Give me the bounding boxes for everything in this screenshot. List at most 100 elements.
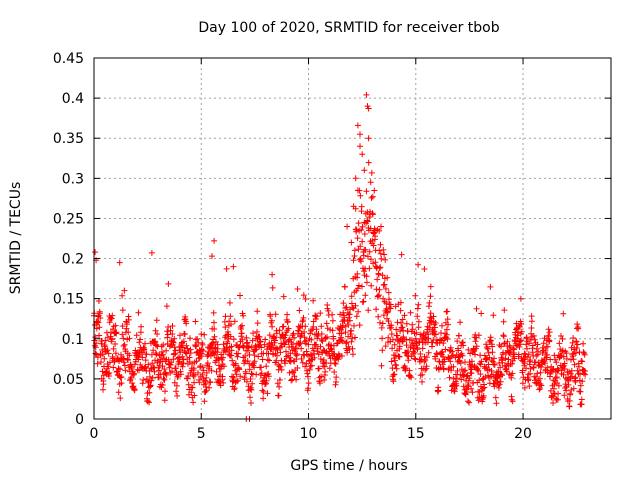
data-point xyxy=(374,276,381,283)
data-point xyxy=(373,306,380,313)
data-point xyxy=(419,371,426,378)
data-point xyxy=(110,326,116,333)
data-point xyxy=(360,298,367,305)
data-point xyxy=(528,313,535,320)
data-point xyxy=(427,310,434,317)
data-point xyxy=(401,312,408,319)
chart-title: Day 100 of 2020, SRMTID for receiver tbo… xyxy=(198,20,499,36)
data-point xyxy=(302,363,309,370)
data-point xyxy=(537,369,544,376)
data-point xyxy=(363,273,370,280)
data-point xyxy=(526,383,533,390)
data-point xyxy=(308,362,315,369)
data-point xyxy=(120,335,127,342)
data-point xyxy=(324,334,330,340)
data-point xyxy=(489,349,496,356)
data-point xyxy=(348,300,355,307)
data-point xyxy=(430,313,437,320)
y-tick-label: 0.25 xyxy=(53,211,84,227)
grid-lines xyxy=(94,58,611,419)
data-point xyxy=(277,349,284,356)
data-point xyxy=(221,318,228,325)
data-point xyxy=(226,299,233,306)
data-point xyxy=(152,339,159,346)
data-point xyxy=(411,355,418,362)
data-point xyxy=(376,292,382,299)
data-point xyxy=(177,332,183,339)
data-point xyxy=(369,211,376,218)
data-point xyxy=(169,323,176,329)
plot-frame xyxy=(93,57,612,420)
data-point xyxy=(293,376,300,383)
data-point xyxy=(272,311,279,318)
tick-marks xyxy=(93,57,611,420)
x-tick-label: 20 xyxy=(514,426,532,442)
data-point xyxy=(337,311,344,318)
data-point xyxy=(167,327,174,334)
data-point xyxy=(482,373,489,380)
data-point xyxy=(478,358,485,365)
data-point xyxy=(121,355,128,362)
data-point xyxy=(427,283,434,290)
data-point xyxy=(475,332,482,339)
data-point xyxy=(366,248,373,255)
data-point xyxy=(264,390,271,397)
data-point xyxy=(572,350,579,356)
data-point xyxy=(365,135,372,142)
data-point xyxy=(323,320,330,327)
data-point xyxy=(315,351,322,358)
data-point xyxy=(221,363,227,370)
data-point xyxy=(563,355,570,362)
data-point xyxy=(181,331,188,338)
data-point xyxy=(384,274,391,281)
data-point xyxy=(300,314,307,321)
data-point xyxy=(417,356,424,363)
data-point xyxy=(367,179,374,186)
data-point xyxy=(116,259,123,266)
data-point xyxy=(487,283,494,290)
data-point xyxy=(162,388,168,395)
data-point xyxy=(260,395,267,402)
data-point xyxy=(180,360,187,367)
data-point xyxy=(437,336,444,343)
data-point xyxy=(144,398,151,405)
data-point xyxy=(256,333,263,340)
data-point xyxy=(234,377,241,384)
data-point xyxy=(190,365,197,372)
data-point xyxy=(255,353,262,360)
data-point xyxy=(283,348,289,355)
data-point xyxy=(135,309,142,316)
data-point xyxy=(441,356,448,363)
data-point xyxy=(363,91,370,98)
data-point xyxy=(259,387,266,394)
data-point xyxy=(518,320,525,327)
data-point xyxy=(110,364,117,371)
data-point xyxy=(197,363,204,369)
data-point xyxy=(248,400,254,406)
data-point xyxy=(131,386,138,393)
data-point xyxy=(227,313,234,320)
data-point xyxy=(291,334,297,341)
data-point xyxy=(544,343,551,350)
data-point xyxy=(196,379,203,386)
data-point xyxy=(359,238,366,245)
data-point xyxy=(257,338,264,345)
data-point xyxy=(466,399,473,406)
data-point xyxy=(351,322,357,329)
data-point xyxy=(457,360,464,367)
data-point xyxy=(248,386,255,393)
data-point xyxy=(304,373,311,380)
data-point xyxy=(385,318,392,325)
data-point xyxy=(137,336,144,343)
data-point xyxy=(377,264,384,271)
data-point xyxy=(237,292,243,299)
data-point xyxy=(140,377,147,383)
data-point xyxy=(338,330,345,337)
data-point xyxy=(413,329,420,336)
data-point xyxy=(206,384,213,391)
data-point xyxy=(530,364,537,371)
data-point xyxy=(411,349,418,356)
data-point xyxy=(531,336,538,343)
data-point xyxy=(106,370,113,376)
data-point xyxy=(355,308,362,315)
